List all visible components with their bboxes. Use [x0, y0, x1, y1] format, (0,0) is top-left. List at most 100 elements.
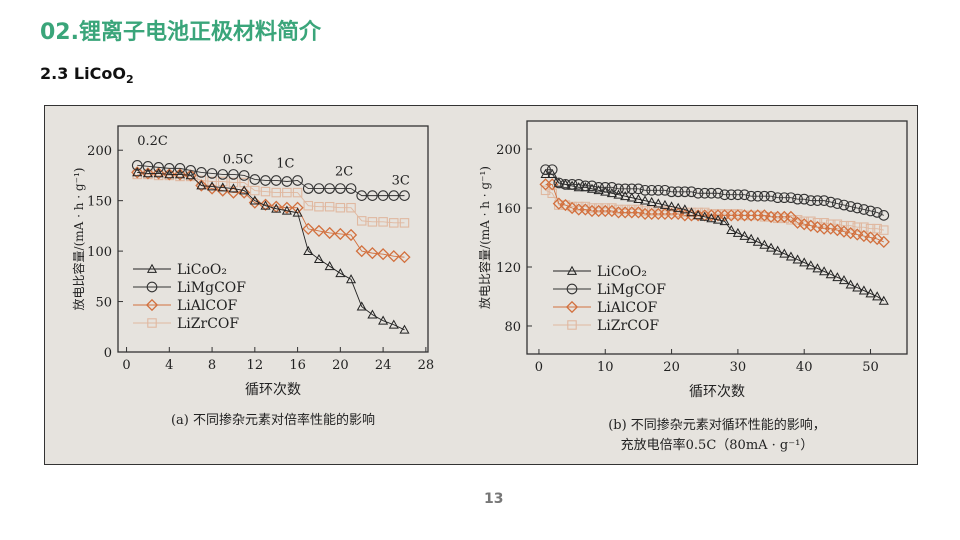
data-point: [606, 182, 618, 193]
x-tick-label: 24: [375, 358, 392, 373]
data-point: [356, 216, 367, 226]
legend-label: LiMgCOF: [177, 280, 246, 296]
series-LiAlCOF: [539, 178, 890, 249]
data-point: [292, 175, 303, 186]
data-point: [872, 223, 882, 234]
x-tick-label: 30: [730, 360, 747, 375]
data-point: [746, 233, 757, 243]
data-point: [798, 218, 811, 231]
data-point: [653, 198, 664, 208]
plot-frame: [526, 120, 908, 355]
data-point: [785, 251, 796, 261]
y-tick-label: 80: [504, 320, 521, 335]
data-point: [725, 189, 737, 201]
series-line: [137, 171, 405, 331]
data-point: [377, 190, 389, 201]
legend-marker: [565, 300, 579, 314]
data-point: [825, 196, 837, 208]
data-point: [792, 193, 803, 205]
data-point: [837, 225, 851, 238]
legend-label: LiAlCOF: [177, 298, 238, 314]
data-point: [745, 190, 757, 202]
data-point: [692, 187, 704, 199]
data-point: [845, 279, 856, 289]
data-point: [387, 250, 400, 263]
page-number: 13: [484, 491, 504, 507]
data-point: [858, 285, 869, 295]
data-point: [389, 218, 399, 228]
data-point: [831, 224, 844, 237]
data-point: [573, 179, 585, 190]
data-point: [852, 222, 863, 232]
data-point: [765, 190, 777, 202]
data-point: [812, 263, 823, 273]
data-point: [196, 180, 207, 190]
y-tick-label: 200: [496, 143, 521, 158]
data-point: [399, 324, 410, 334]
data-point: [313, 253, 325, 264]
data-point: [334, 227, 347, 241]
data-point: [259, 198, 272, 211]
y-tick-label: 150: [87, 195, 112, 210]
data-point: [356, 301, 367, 311]
rate-annotation: 2C: [335, 164, 353, 179]
data-point: [819, 218, 829, 228]
section-subtitle: 2.3 LiCoO2: [40, 64, 134, 86]
data-point: [759, 239, 770, 249]
data-point: [844, 226, 857, 240]
data-point: [323, 226, 336, 240]
series-LiMgCOF: [540, 164, 890, 221]
data-point: [706, 213, 717, 223]
data-point: [879, 225, 889, 235]
rate-annotation: 1C: [276, 156, 294, 171]
data-point: [852, 282, 863, 292]
data-point: [877, 235, 890, 249]
data-point: [195, 179, 208, 192]
series-line: [545, 169, 884, 216]
legend-label: LiZrCOF: [597, 318, 659, 334]
data-point: [673, 202, 684, 212]
data-point: [335, 268, 346, 278]
data-point: [281, 205, 292, 215]
data-point: [679, 204, 690, 214]
legend-marker: [567, 320, 577, 330]
data-point: [871, 232, 884, 246]
data-point: [812, 195, 823, 206]
x-tick-label: 8: [208, 358, 216, 373]
data-point: [792, 254, 803, 264]
data-point: [626, 192, 637, 202]
y-tick-label: 200: [87, 144, 112, 159]
data-point: [238, 186, 251, 199]
data-point: [280, 201, 294, 214]
data-point: [314, 201, 324, 212]
data-point: [249, 174, 261, 185]
data-point: [378, 315, 389, 325]
data-point: [593, 182, 604, 193]
data-point: [832, 198, 843, 209]
data-point: [388, 319, 399, 329]
data-point: [693, 210, 704, 220]
data-point: [613, 183, 624, 195]
data-point: [633, 193, 644, 204]
data-point: [334, 183, 346, 194]
data-point: [699, 187, 711, 199]
data-point: [805, 195, 817, 206]
series-line: [545, 183, 884, 243]
data-point: [163, 163, 175, 174]
legend-label: LiAlCOF: [597, 300, 658, 316]
series-LiCoO2: [132, 167, 410, 334]
data-point: [845, 220, 856, 231]
data-point: [706, 187, 717, 199]
data-point: [260, 200, 271, 210]
legend-label: LiCoO₂: [177, 262, 227, 278]
data-point: [196, 175, 207, 186]
legend-marker: [147, 318, 157, 328]
data-point: [739, 230, 750, 240]
data-point: [367, 190, 378, 201]
x-tick-label: 16: [289, 358, 306, 373]
data-point: [174, 169, 186, 179]
data-point: [719, 189, 730, 201]
data-point: [346, 202, 356, 213]
data-point: [303, 200, 314, 211]
data-point: [819, 266, 830, 276]
